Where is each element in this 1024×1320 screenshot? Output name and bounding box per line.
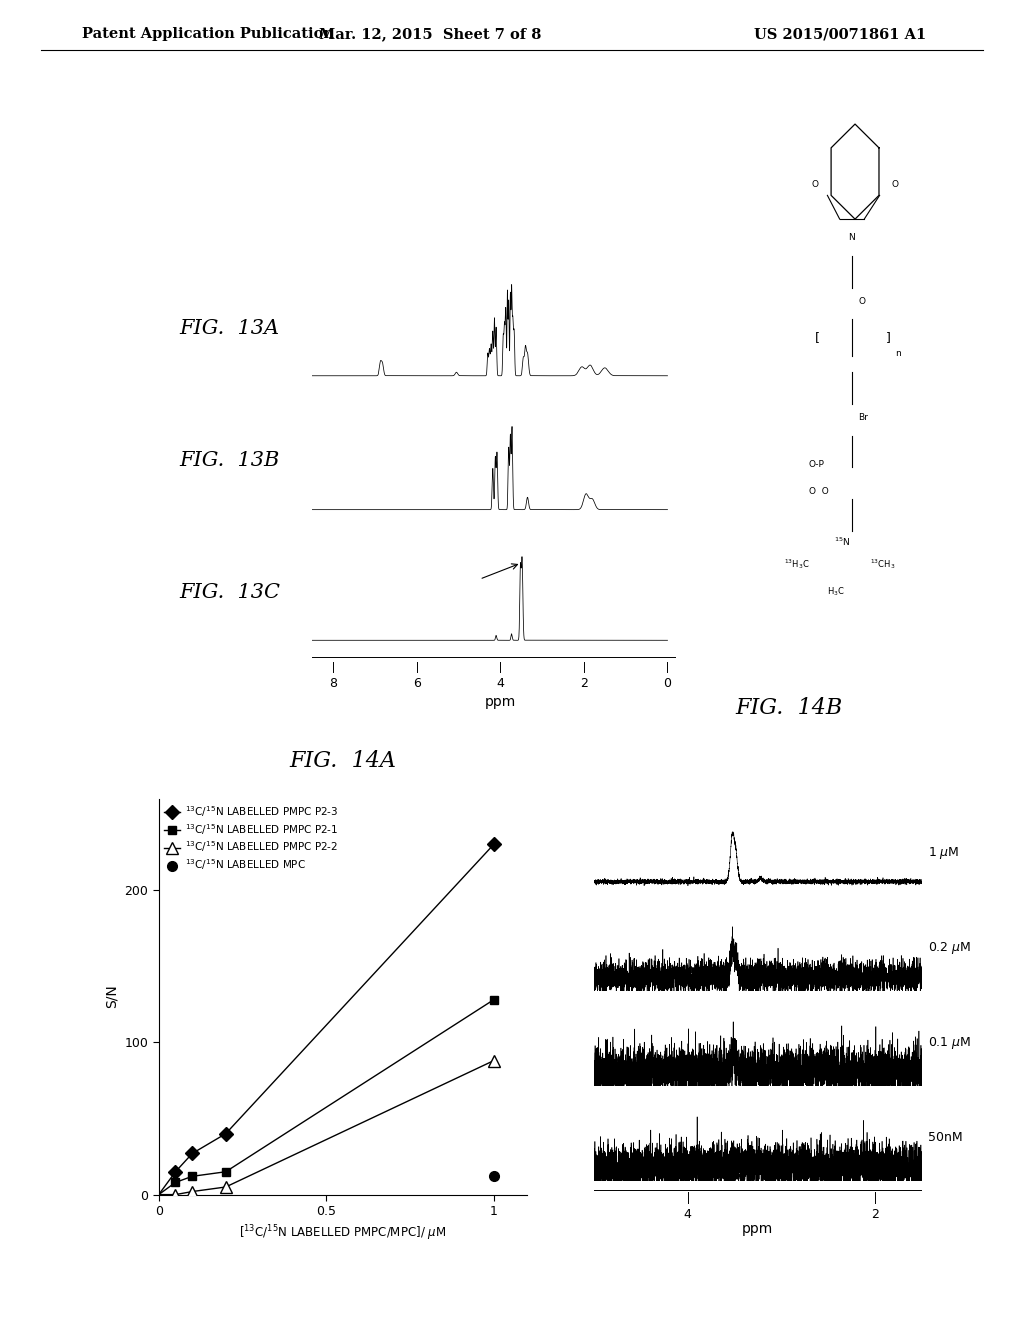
Text: $^{13}$CH$_3$: $^{13}$CH$_3$ — [870, 557, 896, 572]
Text: 2: 2 — [870, 1208, 879, 1221]
Text: Patent Application Publication: Patent Application Publication — [82, 28, 334, 41]
Text: O: O — [812, 181, 818, 190]
Text: FIG.  14B: FIG. 14B — [735, 697, 842, 719]
Text: FIG.  13B: FIG. 13B — [179, 451, 280, 470]
Text: FIG.  13A: FIG. 13A — [179, 319, 280, 338]
Text: $^{15}$N: $^{15}$N — [834, 536, 850, 549]
Text: 4: 4 — [497, 677, 504, 690]
Text: ppm: ppm — [484, 696, 516, 709]
Text: Mar. 12, 2015  Sheet 7 of 8: Mar. 12, 2015 Sheet 7 of 8 — [318, 28, 542, 41]
Text: 4: 4 — [684, 1208, 691, 1221]
Text: ]: ] — [886, 330, 891, 343]
Text: O: O — [892, 181, 898, 190]
Text: H$_3$C: H$_3$C — [827, 585, 845, 598]
Text: [: [ — [815, 330, 820, 343]
Text: US 2015/0071861 A1: US 2015/0071861 A1 — [754, 28, 926, 41]
Y-axis label: S/N: S/N — [104, 985, 119, 1008]
Text: 50nM: 50nM — [928, 1131, 963, 1144]
Text: O  O: O O — [809, 487, 828, 496]
Text: 0.2 $\mu$M: 0.2 $\mu$M — [928, 940, 971, 956]
X-axis label: [$^{13}$C/$^{15}$N LABELLED PMPC/MPC]/ $\mu$M: [$^{13}$C/$^{15}$N LABELLED PMPC/MPC]/ $… — [240, 1224, 446, 1243]
Text: O: O — [858, 297, 865, 306]
Text: ppm: ppm — [742, 1222, 773, 1237]
Text: 0.1 $\mu$M: 0.1 $\mu$M — [928, 1035, 972, 1051]
Text: 1 $\mu$M: 1 $\mu$M — [928, 845, 959, 861]
Text: $^{13}$H$_3$C: $^{13}$H$_3$C — [784, 557, 810, 572]
Text: 8: 8 — [329, 677, 337, 690]
Text: N: N — [849, 234, 855, 243]
Text: 2: 2 — [580, 677, 588, 690]
Text: FIG.  14A: FIG. 14A — [290, 750, 396, 772]
Text: O-P: O-P — [809, 461, 825, 470]
Text: Br: Br — [858, 413, 868, 422]
Legend: $^{13}$C/$^{15}$N LABELLED PMPC P2-3, $^{13}$C/$^{15}$N LABELLED PMPC P2-1, $^{1: $^{13}$C/$^{15}$N LABELLED PMPC P2-3, $^… — [164, 804, 338, 873]
Text: 0: 0 — [664, 677, 672, 690]
Text: 6: 6 — [413, 677, 421, 690]
Text: n: n — [895, 350, 901, 359]
Text: FIG.  13C: FIG. 13C — [179, 583, 281, 602]
